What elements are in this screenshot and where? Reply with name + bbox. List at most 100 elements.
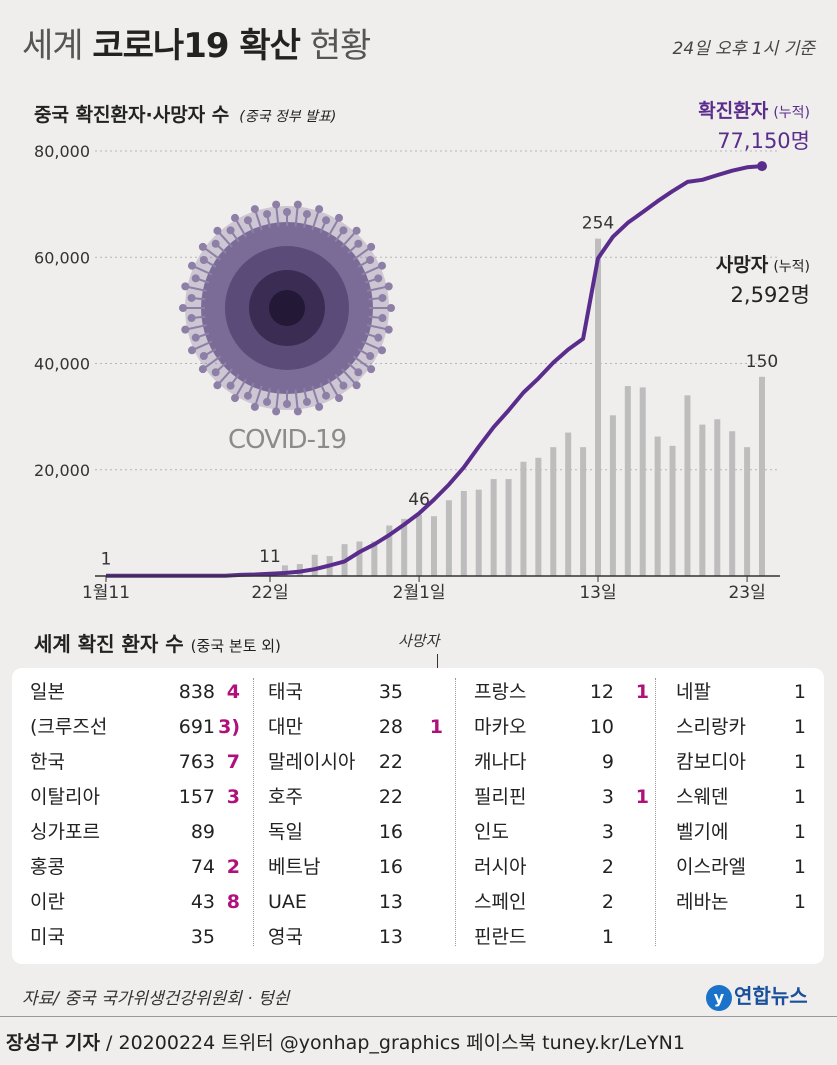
- country-name: 네팔: [676, 681, 711, 703]
- table-row: 영국 13: [268, 920, 468, 955]
- virus-spike-tip: [243, 391, 252, 400]
- virus-spike-tip: [367, 365, 376, 374]
- virus-spike-tip: [322, 216, 331, 225]
- case-count: 3: [601, 786, 614, 808]
- virus-spike-tip: [374, 333, 383, 342]
- table-row: (크루즈선 691 3): [30, 710, 240, 745]
- virus-spike-tip: [272, 200, 281, 209]
- bar-value-label: 150: [746, 352, 778, 372]
- death-bar: [595, 238, 601, 576]
- death-bar: [281, 565, 288, 576]
- death-bar: [580, 447, 587, 576]
- bar-value-label: 11: [259, 547, 281, 567]
- virus-spike-tip: [191, 274, 200, 283]
- country-name: 캐나다: [474, 751, 527, 773]
- virus-spike-tip: [187, 261, 196, 270]
- country-name: 캄보디아: [676, 751, 746, 773]
- case-count: 12: [589, 681, 614, 703]
- case-count: 35: [378, 681, 403, 703]
- country-name: 이탈리아: [30, 786, 100, 808]
- country-name: 이스라엘: [676, 856, 746, 878]
- x-axis-labels: 1월11 22일 2월1일 13일 23일: [82, 576, 766, 603]
- table-row: 프랑스 12 1: [474, 675, 674, 710]
- table-row: 필리핀 3 1: [474, 780, 674, 815]
- deaths-callout: 사망자 (누적) 2,592명: [660, 250, 810, 309]
- virus-spike-tip: [179, 304, 187, 312]
- virus-spike-tip: [366, 256, 375, 264]
- death-bar: [356, 541, 363, 576]
- death-count: 1: [635, 681, 649, 703]
- case-count: 16: [378, 856, 403, 878]
- death-bar: [445, 500, 452, 576]
- case-count: 1: [601, 926, 614, 948]
- country-name: 인도: [474, 821, 509, 843]
- death-bar: [699, 424, 706, 576]
- case-count: 838: [178, 681, 215, 703]
- virus-spike-tip: [226, 226, 235, 235]
- virus-spike-tip: [352, 381, 361, 390]
- table-row: 스페인 2: [474, 885, 674, 920]
- case-count: 9: [601, 751, 614, 773]
- virus-spike-tip: [283, 400, 291, 408]
- virus-spike-tip: [387, 304, 395, 312]
- death-bar: [550, 447, 557, 576]
- death-bar: [565, 432, 572, 576]
- death-bar: [744, 447, 751, 576]
- deaths-callout-unit: (누적): [773, 259, 810, 275]
- virus-spike-tip: [378, 261, 387, 270]
- world-table-title-text: 세계 확진 환자 수: [34, 632, 184, 656]
- case-count: 1: [793, 856, 806, 878]
- death-bar: [520, 461, 527, 576]
- death-bar: [371, 541, 378, 576]
- table-row: 네팔 1: [676, 675, 837, 710]
- virus-spike-tip: [354, 368, 363, 377]
- case-count: 74: [190, 856, 215, 878]
- virus-spike-tip: [181, 282, 190, 291]
- death-bar: [431, 516, 437, 576]
- case-count: 1: [793, 751, 806, 773]
- x-tick-label: 13일: [579, 583, 616, 603]
- chart-subtitle: 중국 확진환자·사망자 수 (중국 정부 발표): [34, 100, 336, 127]
- virus-spike-tip: [231, 394, 239, 403]
- case-count: 10: [589, 716, 614, 738]
- chart-grid: [95, 150, 780, 471]
- case-count: 22: [378, 786, 403, 808]
- y-tick-label: 60,000: [34, 248, 90, 267]
- table-column: 네팔 1 스리랑카 1 캄보디아 1 스웨덴 1 벨기에 1 이스라엘 1 레바논 1: [676, 675, 837, 920]
- death-bar: [759, 376, 765, 576]
- footer: 장성구 기자 / 20200224 트위터 @yonhap_graphics 페…: [6, 1028, 685, 1055]
- case-count: 89: [190, 821, 215, 843]
- death-bar: [460, 491, 467, 576]
- table-column: 프랑스 12 1 마카오 10 캐나다 9 필리핀 3 1 인도 3 러시아 2 스페인 2 핀란드 1: [474, 675, 674, 955]
- table-row: 인도 3: [474, 815, 674, 850]
- as-of-time: 24일 오후 1시 기준: [672, 39, 816, 59]
- case-count: 157: [178, 786, 215, 808]
- country-name: 베트남: [268, 856, 321, 878]
- virus-spike-tip: [187, 346, 196, 355]
- death-bar: [311, 554, 318, 576]
- country-name: 한국: [30, 751, 65, 773]
- title-pre: 세계: [22, 26, 84, 66]
- table-row: 대만 28 1: [268, 710, 468, 745]
- bar-value-label: 46: [408, 490, 430, 510]
- virus-spike-tip: [187, 314, 196, 323]
- death-bar: [654, 436, 661, 576]
- world-table-panel: [12, 668, 824, 964]
- virus-spike-tip: [293, 407, 302, 416]
- table-row: 베트남 16: [268, 850, 468, 885]
- country-name: 러시아: [474, 856, 527, 878]
- virus-spike-tip: [250, 402, 259, 411]
- case-count: 1: [793, 786, 806, 808]
- virus-spike-tip: [354, 239, 363, 248]
- virus-spike-tip: [339, 381, 348, 390]
- yonhap-logo-text: 연합뉴스: [734, 984, 808, 1008]
- table-column: 태국 35 대만 28 1 말레이시아 22 호주 22 독일 16 베트남 16 UAE 13 영국 13: [268, 675, 468, 955]
- death-bar: [401, 518, 408, 576]
- table-row: UAE 13: [268, 885, 468, 920]
- virus-spike-tip: [199, 256, 208, 264]
- death-count: 1: [429, 716, 443, 738]
- table-row: 스리랑카 1: [676, 710, 837, 745]
- virus-spike-tip: [250, 205, 259, 214]
- world-table-title-note: (중국 본토 외): [190, 637, 281, 655]
- country-name: 독일: [268, 821, 303, 843]
